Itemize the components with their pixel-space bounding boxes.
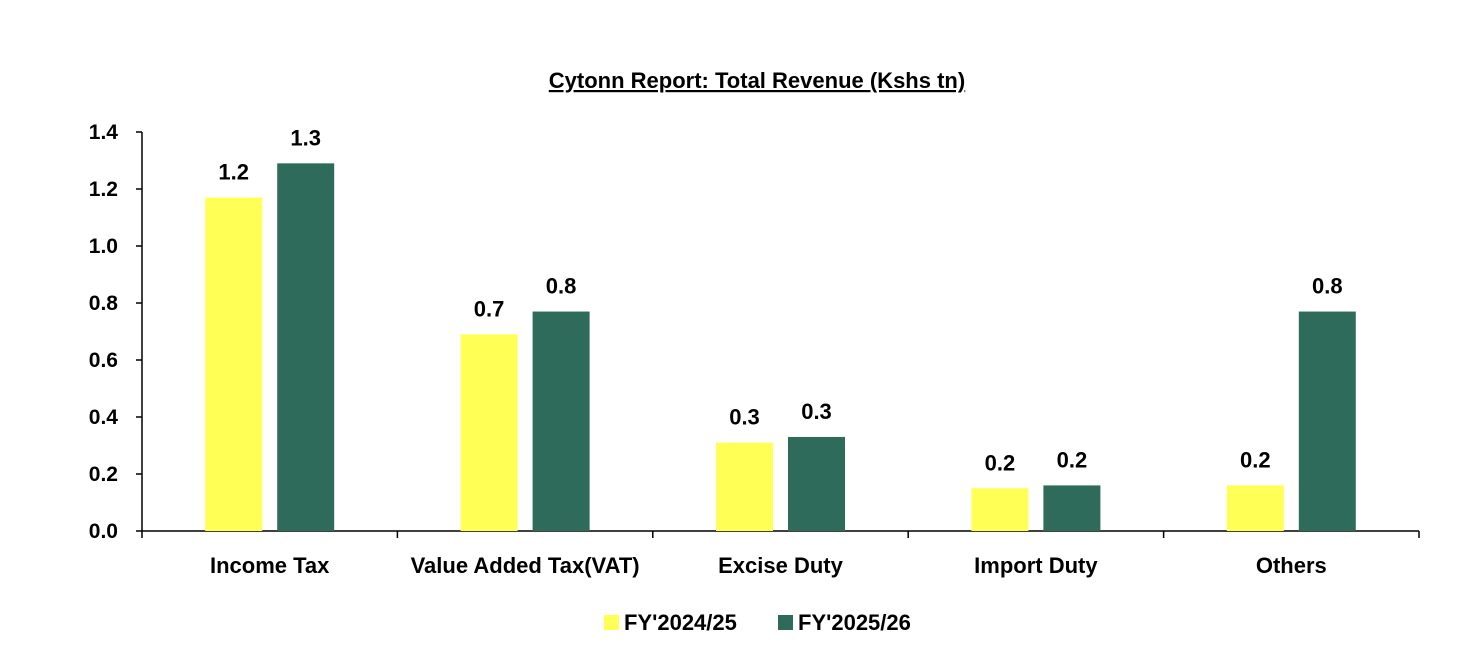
bar-fy2024-25 (716, 442, 773, 531)
y-tick-label: 0.8 (89, 292, 119, 315)
data-label: 0.2 (985, 450, 1016, 475)
y-tick-label: 0.2 (89, 463, 118, 486)
bar-fy2025-26 (788, 436, 845, 531)
data-label: 0.2 (1240, 447, 1271, 472)
data-label: 0.8 (1312, 274, 1343, 299)
bar-fy2024-25 (971, 488, 1029, 531)
bar-fy2024-25 (205, 197, 263, 532)
bar-fy2024-25 (460, 334, 518, 531)
x-category-label: Others (1256, 553, 1327, 578)
data-label: 0.8 (546, 274, 577, 299)
legend-swatch (778, 615, 793, 630)
y-tick-label: 0.6 (89, 349, 118, 372)
data-label: 0.7 (474, 296, 505, 321)
bar-fy2025-26 (277, 163, 335, 531)
data-label: 0.3 (729, 405, 760, 430)
x-category-label: Excise Duty (718, 553, 843, 578)
bar-fy2025-26 (532, 311, 590, 531)
x-category-label: Income Tax (210, 553, 330, 578)
chart-legend: FY'2024/25 FY'2025/26 (604, 610, 911, 635)
y-tick-label: 0.4 (89, 406, 119, 429)
bar-fy2025-26 (1298, 311, 1356, 531)
chart-title: Cytonn Report: Total Revenue (Kshs tn) (549, 68, 965, 93)
chart-axes: 0.0 0.2 0.4 0.6 0.8 1.0 1.2 1.4 Income Tax Value … (89, 121, 1420, 578)
y-tick-label: 0.0 (89, 520, 118, 543)
y-tick-label: 1.2 (89, 178, 118, 201)
data-label: 1.2 (218, 160, 249, 185)
legend-label: FY'2025/26 (798, 610, 911, 635)
bar-fy2025-26 (1043, 485, 1101, 531)
y-tick-label: 1.0 (89, 235, 118, 258)
data-label: 1.3 (290, 125, 321, 150)
x-category-label: Import Duty (974, 553, 1098, 578)
bar-fy2024-25 (1226, 485, 1284, 531)
data-label: 0.3 (801, 399, 832, 424)
y-tick-label: 1.4 (89, 121, 119, 144)
legend-swatch (604, 615, 619, 630)
chart-bars (205, 163, 1356, 532)
chart-data-labels: 1.2 1.3 0.7 0.8 0.3 0.3 0.2 0.2 0.2 0.8 (218, 125, 1342, 475)
data-label: 0.2 (1057, 447, 1088, 472)
x-category-label: Value Added Tax(VAT) (411, 553, 640, 578)
legend-label: FY'2024/25 (624, 610, 737, 635)
